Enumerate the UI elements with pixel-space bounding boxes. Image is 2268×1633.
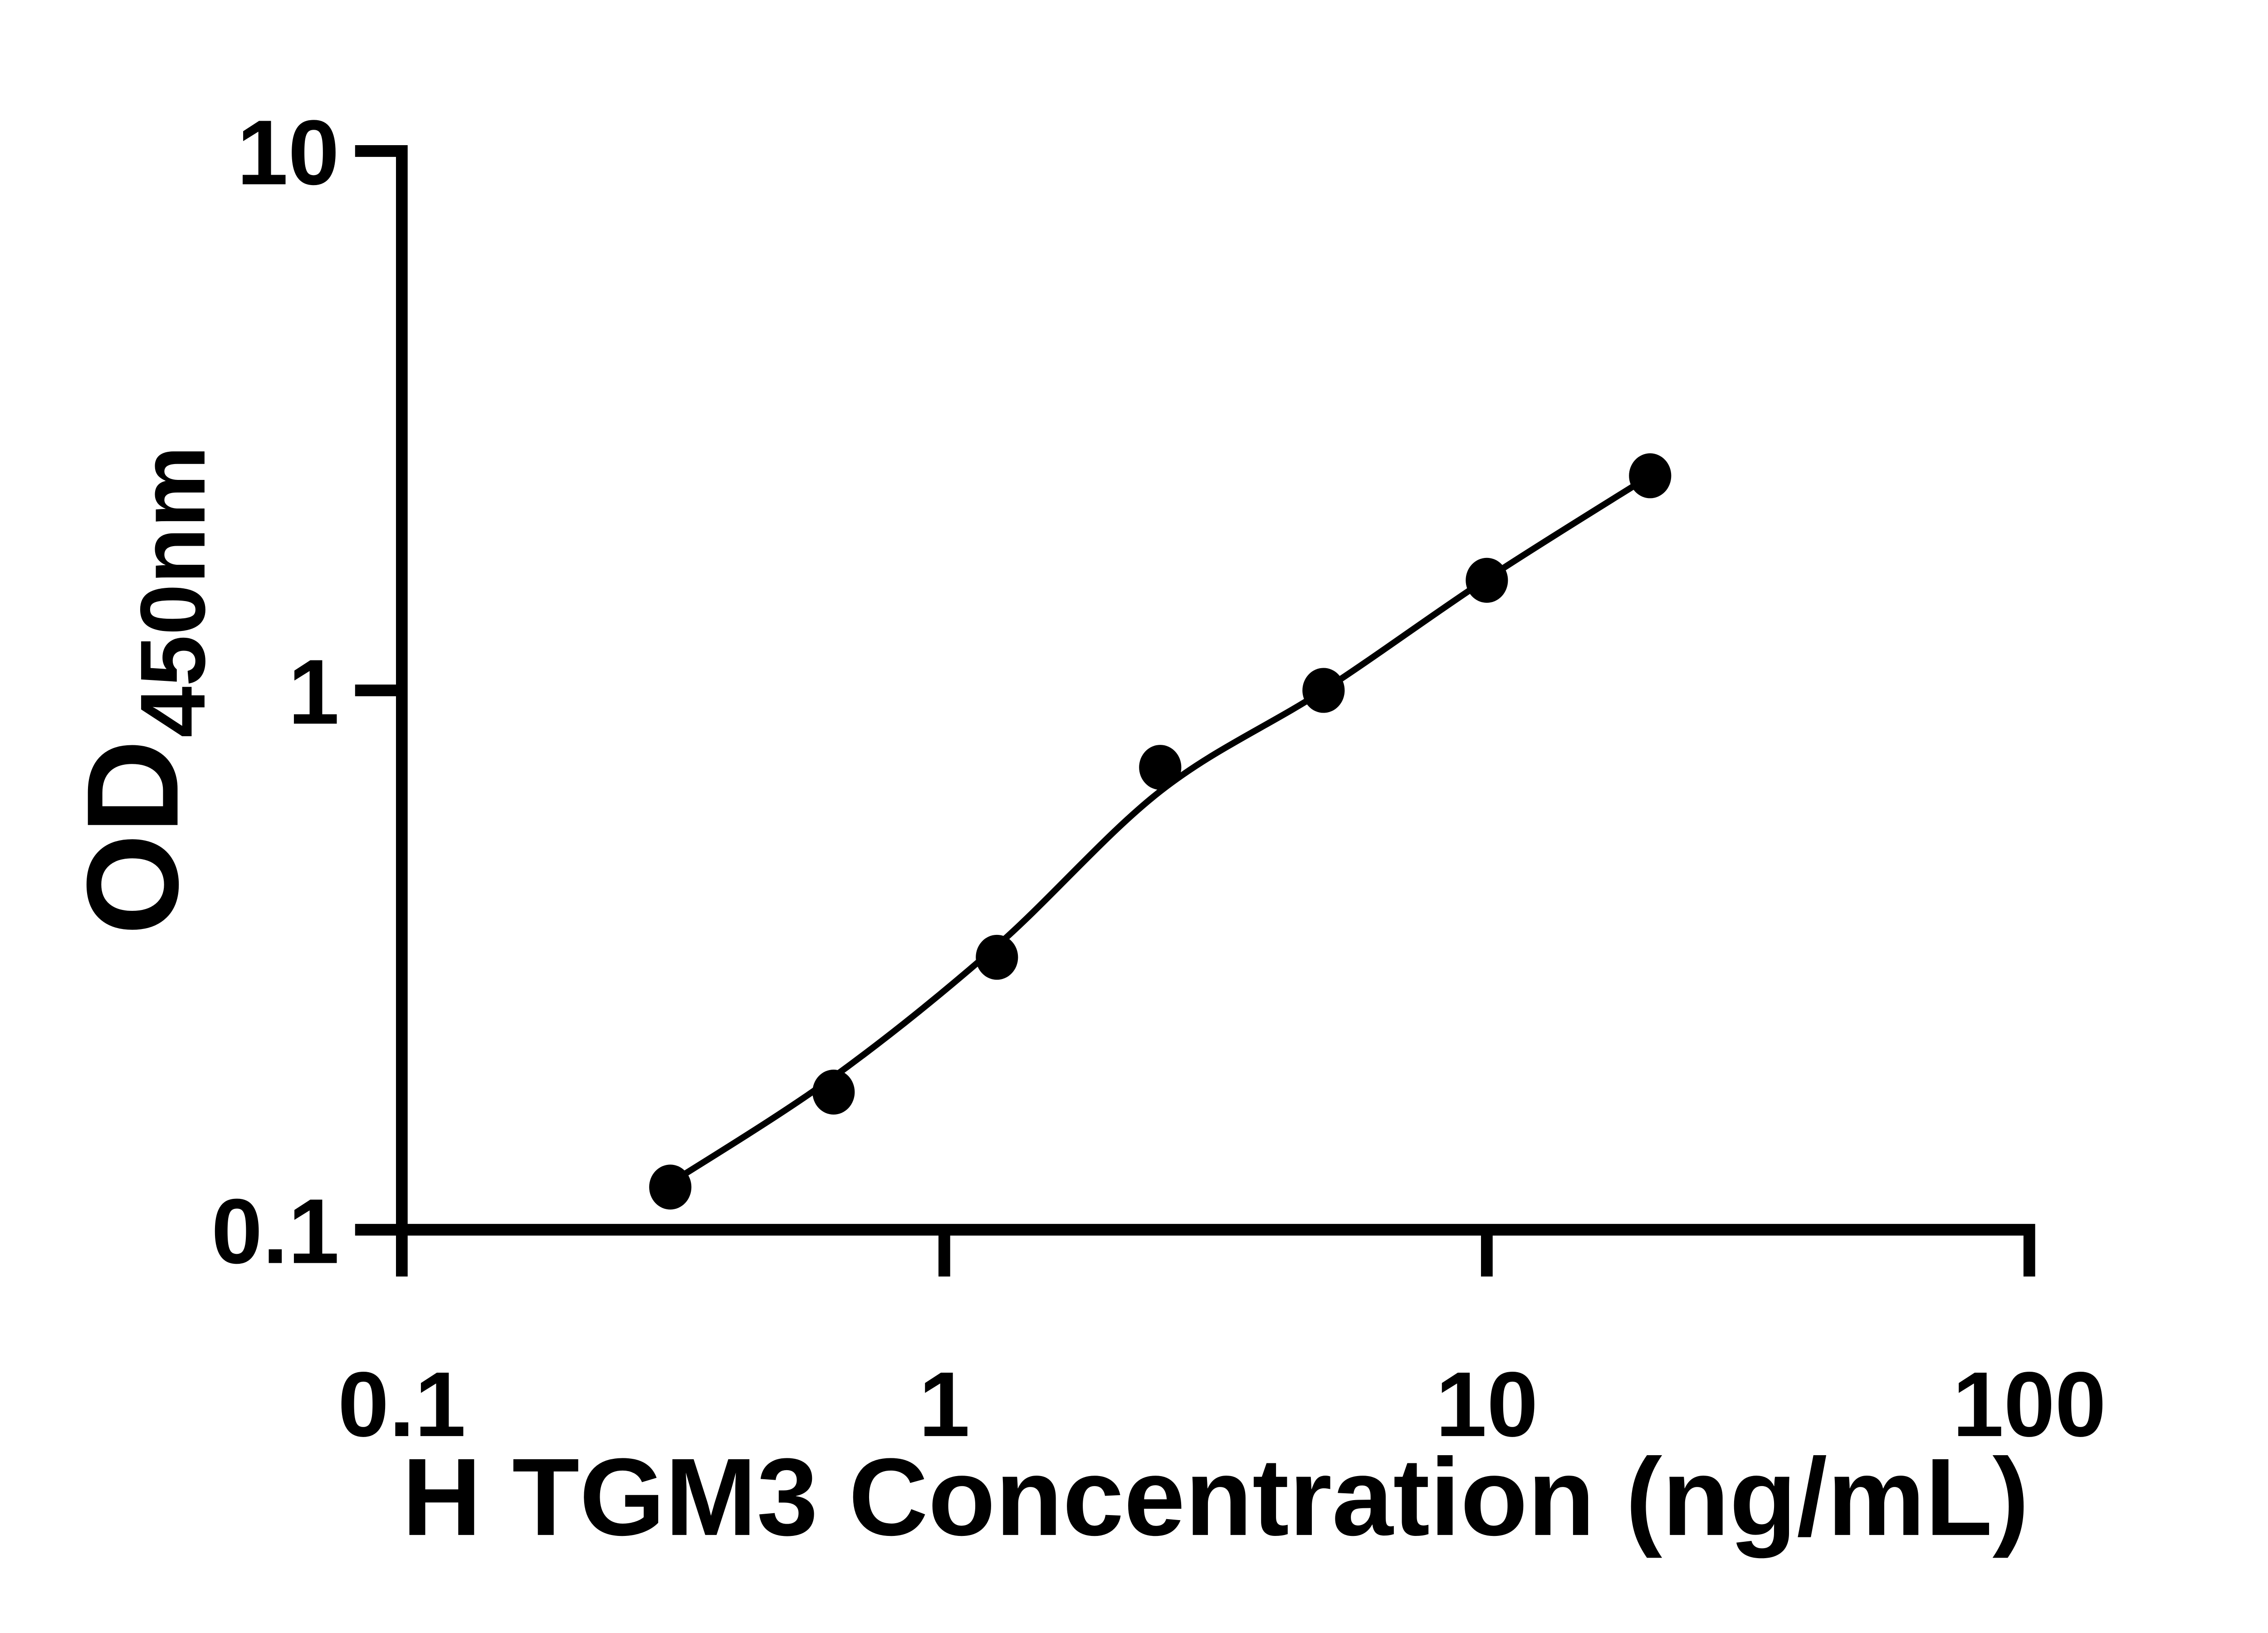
data-point xyxy=(649,1164,692,1210)
tick-labels: 0.1 1 10 0.1 1 10 100 xyxy=(211,101,2107,1456)
y-tick-label: 10 xyxy=(237,101,339,204)
y-axis-title-subscript: 450nm xyxy=(122,445,225,738)
x-tick-label: 1 xyxy=(919,1353,970,1456)
data-point xyxy=(812,1069,855,1115)
data-point xyxy=(1629,453,1672,499)
y-tick-label: 1 xyxy=(288,640,339,743)
tick-marks xyxy=(355,684,1493,1277)
y-tick-label: 0.1 xyxy=(211,1180,339,1283)
x-tick-label: 100 xyxy=(1952,1353,2106,1456)
x-tick-label: 10 xyxy=(1436,1353,1538,1456)
data-points xyxy=(649,453,1672,1210)
y-axis-title-main: OD xyxy=(59,739,205,935)
y-axis-title: OD 450nm xyxy=(59,445,224,935)
axes xyxy=(355,145,2035,1277)
x-tick-label: 0.1 xyxy=(338,1353,466,1456)
data-point xyxy=(1302,668,1345,713)
y-axis-line xyxy=(355,145,408,1230)
data-point xyxy=(1139,745,1182,790)
data-point xyxy=(976,934,1018,980)
x-axis-title: H TGM3 Concentration (ng/mL) xyxy=(402,1436,2029,1559)
x-axis-line xyxy=(401,1224,2035,1277)
data-point xyxy=(1466,557,1508,603)
